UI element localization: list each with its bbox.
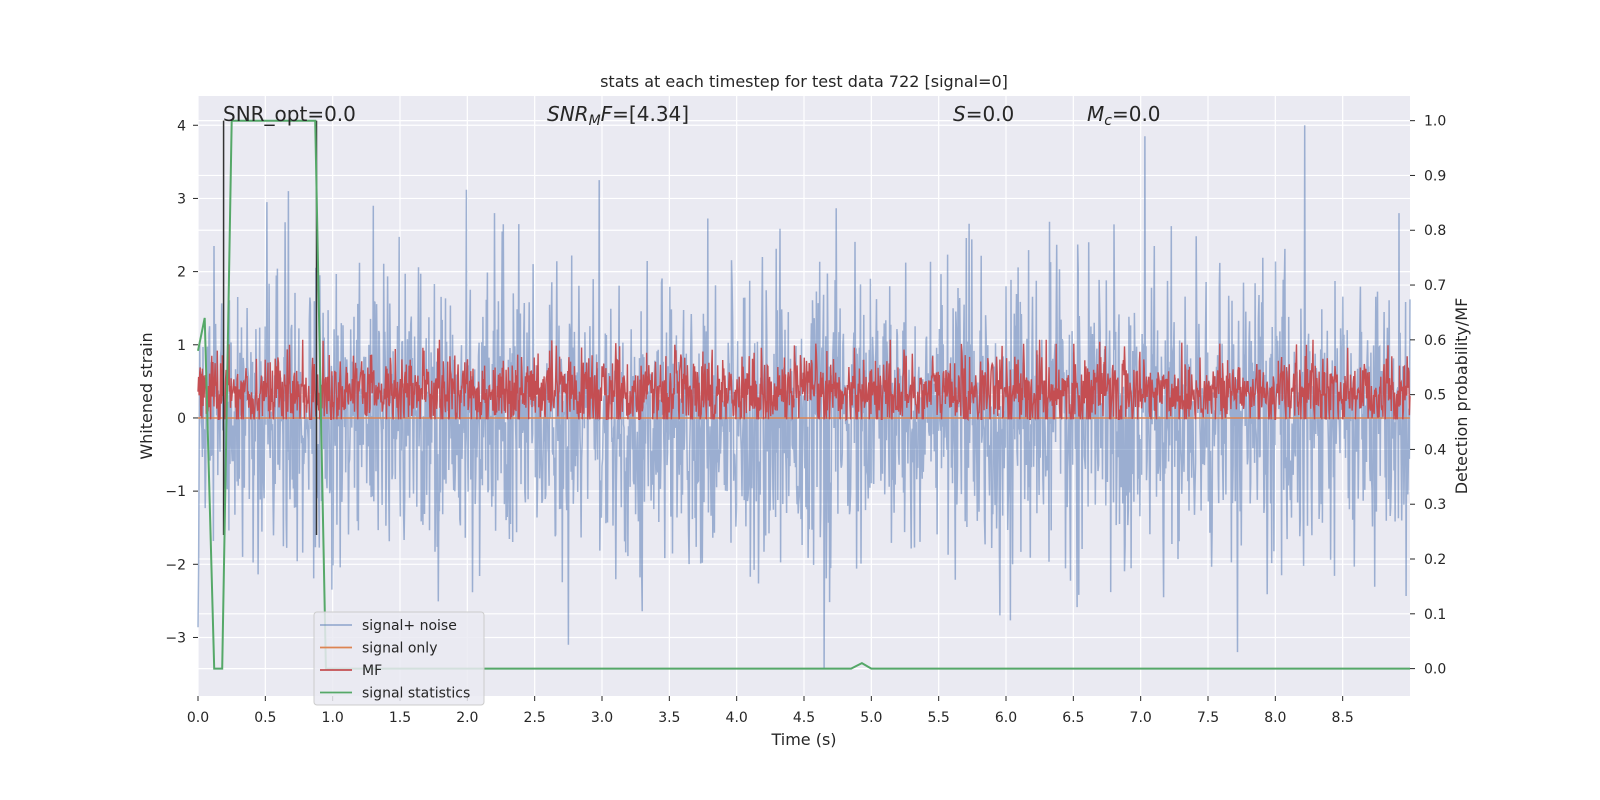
x-tick-label: 1.5 (389, 710, 411, 726)
x-tick-label: 4.0 (726, 710, 748, 726)
legend-box (313, 611, 485, 706)
annotation-snr-opt: SNR_opt=0.0 (223, 102, 356, 126)
annotation-spin: S=0.0 (953, 102, 1014, 126)
y-right-tick-label: 0.4 (1424, 442, 1446, 458)
x-axis-label: Time (s) (770, 730, 836, 749)
x-tick-label: 8.5 (1332, 710, 1354, 726)
y-right-tick-label: 0.3 (1424, 497, 1446, 513)
series-signal-statistics (197, 119, 1410, 670)
x-tick-label: 3.0 (591, 710, 613, 726)
y-right-tick-label: 0.8 (1424, 223, 1446, 239)
x-tick-label: 5.5 (928, 710, 950, 726)
y-right-tick-label: 0.7 (1424, 278, 1446, 294)
legend: signal+ noise signal only MF signal statist… (313, 611, 485, 706)
y-axis-left-label: Whitened strain (137, 332, 156, 459)
x-tick-label: 7.5 (1197, 710, 1219, 726)
legend-entry: signal+ noise (362, 618, 457, 634)
y-left-tick-label: 4 (177, 118, 186, 134)
y-right-tick-label: 0.5 (1424, 388, 1446, 404)
x-tick-label: 6.5 (1062, 710, 1084, 726)
x-tick-label: 0.0 (187, 710, 209, 726)
x-tick-label: 4.5 (793, 710, 815, 726)
x-tick-label: 1.0 (322, 710, 344, 726)
y-left-tick-label: −3 (165, 630, 186, 646)
x-tick-label: 0.5 (254, 710, 276, 726)
ticks: 0.0 0.5 1.0 1.5 2.0 2.5 3.0 3.5 4.0 4.5 5.0 5.5 6.0 6… (165, 114, 1446, 726)
x-tick-label: 6.0 (995, 710, 1017, 726)
y-right-tick-label: 0.0 (1424, 662, 1446, 678)
annotation-snr-mf: SNRMF=[4.34] (547, 102, 689, 129)
series-layer (197, 119, 1411, 670)
y-left-tick-label: 1 (177, 338, 186, 354)
chart-title: stats at each timestep for test data 722… (600, 72, 1008, 91)
y-left-tick-label: −1 (165, 484, 186, 500)
y-right-tick-label: 1.0 (1424, 114, 1446, 130)
y-right-tick-label: 0.9 (1424, 168, 1446, 184)
y-right-tick-label: 0.2 (1424, 552, 1446, 568)
x-tick-label: 3.5 (658, 710, 680, 726)
y-left-tick-label: 3 (177, 191, 186, 207)
x-tick-label: 8.0 (1264, 710, 1286, 726)
x-tick-label: 7.0 (1130, 710, 1152, 726)
y-left-tick-label: 0 (177, 411, 186, 427)
y-right-tick-label: 0.6 (1424, 333, 1446, 349)
y-left-tick-label: −2 (165, 557, 186, 573)
y-axis-right-label: Detection probability/MF (1452, 298, 1471, 495)
series-mf (197, 339, 1411, 422)
x-tick-label: 2.5 (524, 710, 546, 726)
legend-entry: signal statistics (362, 686, 470, 702)
y-left-tick-label: 2 (177, 265, 186, 281)
annotations: SNR_opt=0.0 SNRMF=[4.34] S=0.0 Mc=0.0 (223, 102, 1161, 129)
legend-entry: signal only (362, 641, 437, 657)
y-right-tick-label: 0.1 (1424, 607, 1446, 623)
annotation-chirp-mass: Mc=0.0 (1087, 102, 1161, 129)
x-tick-label: 2.0 (456, 710, 478, 726)
legend-entry: MF (362, 663, 382, 679)
x-tick-label: 5.0 (860, 710, 882, 726)
